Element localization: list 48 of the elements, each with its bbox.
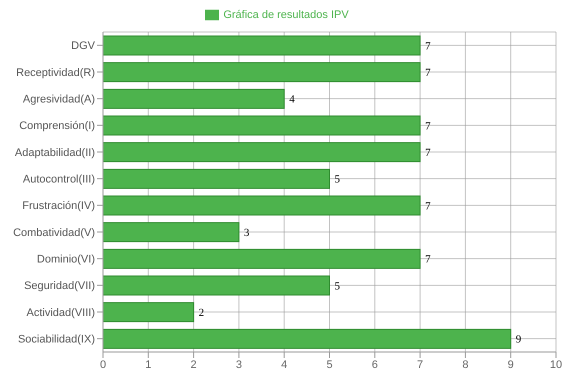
y-tick-label: Agresividad(A) — [22, 94, 95, 106]
y-tick-label: Autocontrol(III) — [22, 174, 95, 186]
bar — [103, 276, 330, 296]
y-tick-label: Comprensión(I) — [19, 120, 95, 132]
y-tick-label: Sociabilidad(IX) — [18, 334, 95, 346]
bar — [103, 168, 330, 189]
data-label: 7 — [425, 120, 432, 132]
x-tick-label: 7 — [417, 358, 424, 371]
x-tick-label: 9 — [508, 358, 514, 371]
y-tick-label: Actividad(VIII) — [26, 306, 95, 319]
bar — [103, 88, 285, 109]
data-label: 7 — [425, 67, 432, 80]
data-label: 3 — [244, 227, 250, 240]
bar — [103, 222, 240, 242]
data-label: 7 — [425, 200, 432, 212]
y-tick-label: Receptividad(R) — [16, 66, 95, 79]
data-label: 7 — [425, 254, 432, 266]
y-tick-label: Frustración(IV) — [22, 200, 95, 212]
x-tick-label: 2 — [190, 358, 197, 371]
bar — [103, 142, 421, 162]
x-tick-label: 1 — [145, 358, 152, 371]
y-tick-label: Seguridad(VII) — [24, 280, 95, 292]
data-label: 7 — [425, 40, 432, 52]
data-label: 7 — [425, 147, 432, 160]
x-tick-label: 6 — [372, 358, 378, 371]
data-label: 5 — [334, 174, 340, 186]
bar — [103, 302, 194, 322]
y-tick-label: Dominio(VI) — [36, 254, 95, 266]
bar — [103, 248, 421, 269]
bar — [103, 328, 512, 349]
x-tick-label: 3 — [236, 358, 242, 371]
bar — [103, 62, 421, 82]
data-label: 9 — [516, 334, 522, 346]
x-tick-label: 0 — [100, 358, 106, 371]
x-tick-label: 4 — [281, 358, 288, 371]
bar — [103, 196, 421, 216]
data-label: 2 — [198, 307, 204, 320]
bar — [103, 116, 421, 136]
data-label: 5 — [334, 280, 340, 292]
x-tick-label: 10 — [550, 358, 562, 371]
data-label: 4 — [289, 94, 296, 106]
x-tick-label: 5 — [326, 358, 333, 371]
y-tick-label: Adaptabilidad(II) — [14, 146, 95, 159]
y-tick-label: Combatividad(V) — [13, 226, 95, 239]
legend-label: Gráfica de resultados IPV — [223, 8, 349, 21]
y-tick-label: DGV — [71, 40, 96, 52]
x-tick-label: 8 — [462, 358, 468, 371]
bar — [103, 36, 421, 56]
